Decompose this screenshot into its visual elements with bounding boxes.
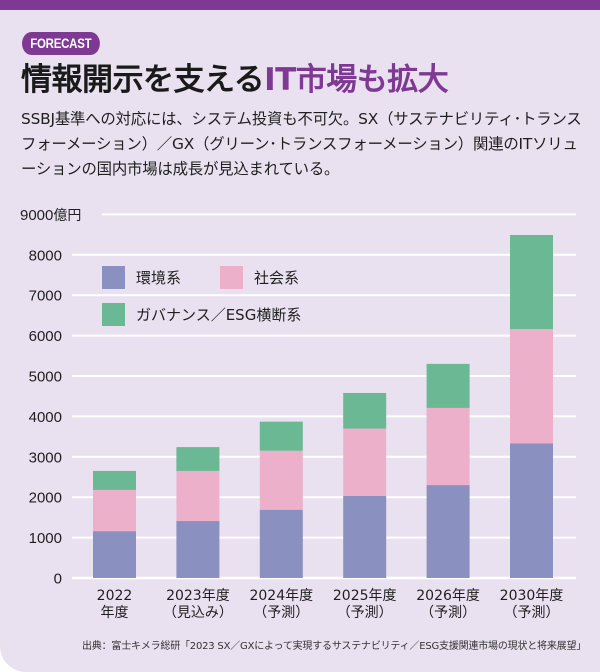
- top-accent-bar: [0, 0, 600, 10]
- bar-segment: [93, 531, 136, 578]
- bar-stack: [427, 364, 470, 578]
- bar-segment: [427, 485, 470, 578]
- bar-stack: [510, 235, 553, 578]
- page-title: 情報開示を支えるIT市場も拡大: [21, 58, 448, 102]
- bar-segment: [260, 510, 303, 578]
- source-citation: 出典：富士キメラ総研「2023 SX／GXによって実現するサステナビリティ／ES…: [82, 637, 586, 652]
- bar-segment: [343, 429, 386, 496]
- x-tick-label: （見込み）: [163, 605, 233, 621]
- y-tick-label: 3000: [29, 449, 62, 466]
- x-tick-label: （予測）: [253, 605, 309, 621]
- bar-segment: [176, 447, 219, 471]
- y-tick-label: 4000: [29, 409, 62, 426]
- y-tick-label: 0: [54, 571, 62, 588]
- x-tick-label: （予測）: [420, 605, 476, 621]
- y-tick-label: 5000: [29, 369, 62, 386]
- bar-segment: [343, 496, 386, 578]
- x-tick-label: 2030年度: [500, 588, 564, 604]
- infographic-panel: FORECAST 情報開示を支えるIT市場も拡大 SSBJ基準への対応には、シス…: [0, 0, 600, 672]
- bar-segment: [176, 471, 219, 521]
- legend-swatch: [220, 266, 243, 289]
- x-axis-labels: 2022年度2023年度（見込み）2024年度（予測）2025年度（予測）202…: [97, 588, 564, 621]
- x-tick-label: 2024年度: [249, 588, 313, 604]
- y-tick-label: 8000: [29, 247, 62, 264]
- bar-segment: [93, 471, 136, 490]
- bar-segment: [510, 443, 553, 578]
- bar-segment: [427, 364, 470, 408]
- x-tick-label: 2023年度: [166, 588, 230, 604]
- bar-stack: [176, 447, 219, 578]
- stacked-bar-chart: 0100020003000400050006000700080009000億円 …: [0, 195, 600, 625]
- x-tick-label: 2022: [97, 588, 133, 604]
- legend-label: 環境系: [136, 269, 181, 287]
- bar-segment: [510, 329, 553, 443]
- y-tick-label: 7000: [29, 288, 62, 305]
- bar-segment: [260, 451, 303, 510]
- x-tick-label: 2025年度: [333, 588, 397, 604]
- forecast-badge: FORECAST: [22, 32, 100, 55]
- y-tick-label: 6000: [29, 328, 62, 345]
- title-main: 情報開示を支える: [21, 62, 264, 98]
- y-tick-label: 1000: [29, 530, 62, 547]
- bar-segment: [176, 521, 219, 578]
- bar-stack: [260, 422, 303, 578]
- bar-stack: [93, 471, 136, 578]
- legend-swatch: [102, 303, 125, 326]
- bar-stack: [343, 393, 386, 578]
- lead-paragraph: SSBJ基準への対応には、システム投資も不可欠。SX（サステナビリティ･トランス…: [21, 107, 586, 182]
- bar-segment: [510, 235, 553, 329]
- x-tick-label: 2026年度: [416, 588, 480, 604]
- y-axis-ticks: 0 1000 2000 3000 4000 5000 6000 7000 8000 9000億円: [20, 207, 81, 588]
- bar-segment: [427, 408, 470, 485]
- title-highlight: IT市場も拡大: [264, 62, 448, 98]
- y-unit-label: 億円: [53, 208, 81, 224]
- legend-label: 社会系: [254, 269, 299, 287]
- legend-swatch: [102, 266, 125, 289]
- x-tick-label: （予測）: [337, 605, 393, 621]
- bar-segment: [93, 490, 136, 531]
- x-tick-label: （予測）: [504, 605, 560, 621]
- y-tick-label: 9000億円: [20, 207, 81, 224]
- legend-label: ガバナンス／ESG横断系: [136, 306, 301, 324]
- bar-segment: [343, 393, 386, 429]
- bar-segment: [260, 422, 303, 451]
- x-tick-label: 年度: [101, 605, 129, 621]
- y-tick-label: 2000: [29, 490, 62, 507]
